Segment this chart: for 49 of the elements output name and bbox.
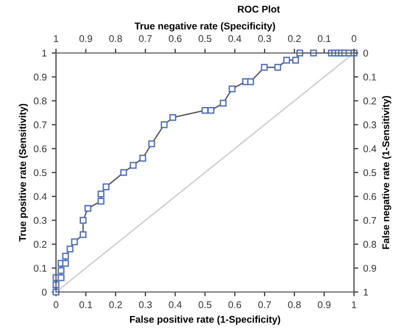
x2-tick-label: 0.4 (228, 35, 242, 42)
y-tick-label: 0.5 (34, 169, 47, 176)
x-tick-label: 1 (352, 301, 356, 308)
x2-tick-label: 0.6 (168, 35, 182, 42)
x2-tick-label: 0.3 (258, 35, 271, 42)
chart-title: ROC Plot (238, 5, 280, 13)
y-axis-title: True positive rate (Sensitivity) (18, 104, 28, 242)
x2-tick-label: 0 (352, 35, 356, 42)
y2-tick-label: 0.2 (363, 98, 376, 104)
x-tick-label: 0.6 (228, 301, 242, 308)
x-tick-label: 0.3 (139, 301, 152, 308)
y2-tick-label: 0.3 (363, 121, 376, 128)
y-tick-label: 0.6 (34, 145, 47, 152)
x-tick-label: 0 (54, 301, 58, 308)
x2-tick-label: 0.8 (109, 35, 122, 42)
y2-tick-label: 0.6 (363, 193, 376, 200)
y-tick-label: 0.8 (34, 98, 47, 104)
y-tick-label: 0.7 (34, 121, 46, 128)
y-tick-label: 0.2 (34, 240, 46, 248)
y-tick-label: 0.1 (34, 264, 46, 272)
x2-tick-label: 0.2 (288, 35, 301, 42)
x-tick-label: 0.9 (318, 301, 330, 308)
x2-tick-label: 0.9 (79, 35, 92, 42)
x-tick-label: 0.5 (198, 301, 212, 308)
x-tick-label: 0.8 (288, 301, 301, 308)
y2-tick-label: 0.8 (363, 240, 376, 248)
x-tick-label: 0.2 (109, 301, 122, 308)
y-tick-label: 0.3 (34, 217, 47, 224)
y-tick-label: 1 (42, 50, 46, 57)
y2-axis-title: False negative rate (1-Sensitivity) (382, 96, 392, 249)
y2-tick-label: 0.7 (363, 217, 376, 224)
y2-tick-label: 0.9 (363, 264, 376, 272)
x-tick-label: 0.7 (258, 301, 271, 308)
x2-tick-label: 0.7 (139, 35, 152, 42)
x2-tick-label: 0.1 (318, 35, 330, 42)
x-tick-label: 0.4 (168, 301, 182, 308)
y2-tick-label: 0.4 (363, 145, 376, 152)
x2-axis-title: True negative rate (Specificity) (134, 22, 276, 32)
x2-tick-label: 0.5 (198, 35, 212, 42)
x2-tick-label: 1 (54, 35, 58, 42)
y-tick-label: 0 (42, 288, 47, 296)
y2-tick-label: 0.5 (363, 169, 376, 176)
x-tick-label: 0.1 (79, 301, 92, 308)
y2-tick-label: 0.1 (363, 74, 376, 81)
y2-tick-label: 1 (364, 288, 368, 296)
y-tick-label: 0.4 (34, 193, 47, 200)
y-tick-label: 0.9 (34, 74, 47, 81)
x-axis-title: False positive rate (1-Specificity) (130, 316, 280, 325)
y2-tick-label: 0 (363, 50, 368, 57)
